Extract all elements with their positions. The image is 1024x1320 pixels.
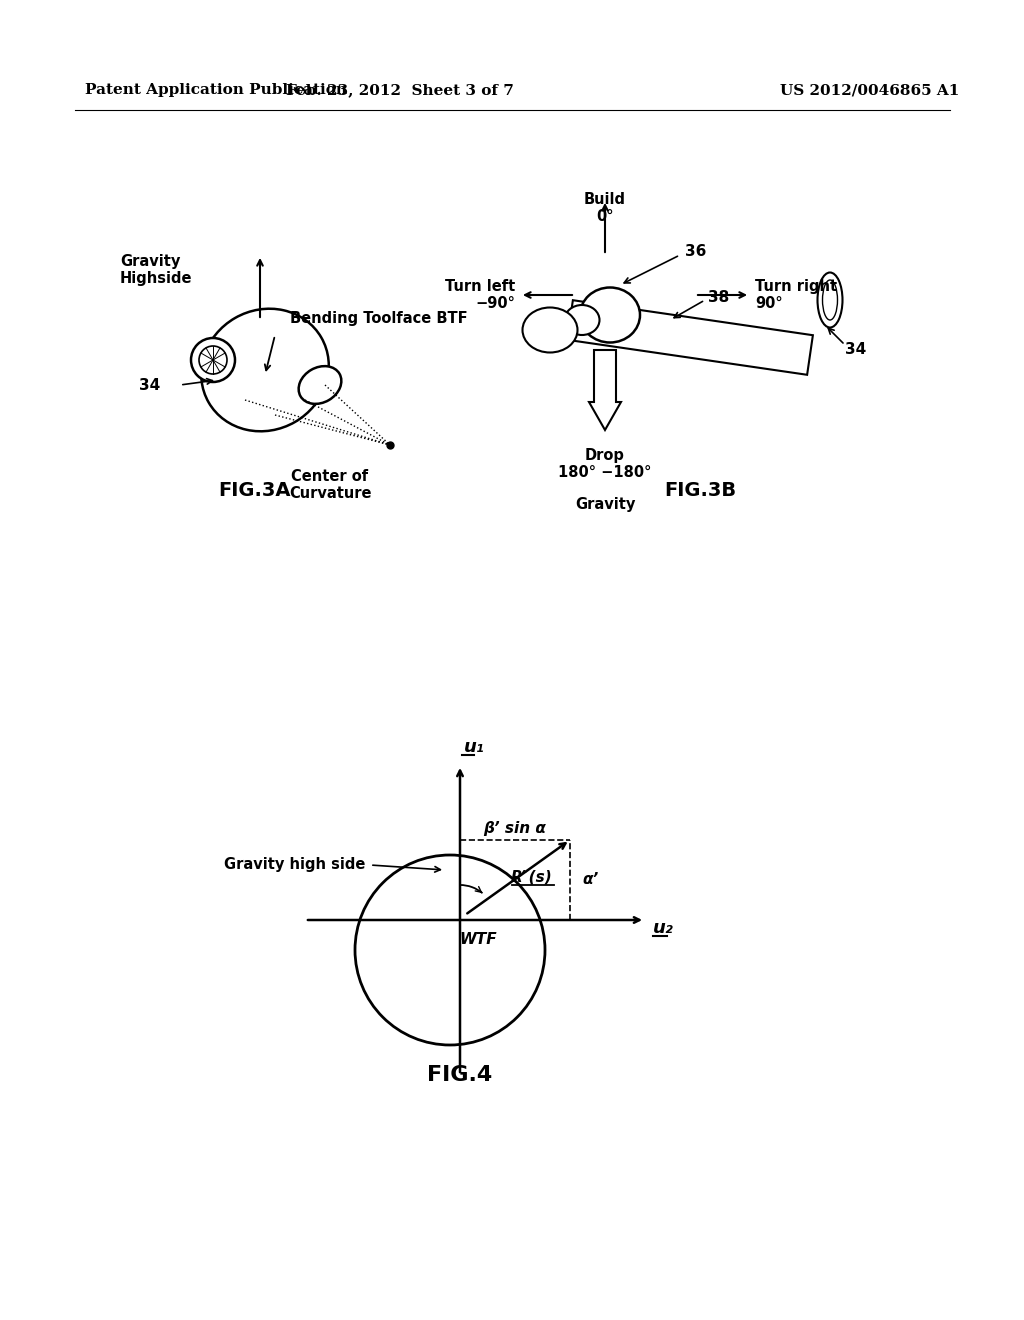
Text: α’: α’ — [582, 873, 598, 887]
Text: Gravity high side: Gravity high side — [223, 858, 365, 873]
FancyArrow shape — [589, 350, 621, 430]
Text: Gravity
Highside: Gravity Highside — [120, 253, 193, 286]
Text: 38: 38 — [708, 290, 729, 305]
Text: Feb. 23, 2012  Sheet 3 of 7: Feb. 23, 2012 Sheet 3 of 7 — [286, 83, 514, 96]
Text: Patent Application Publication: Patent Application Publication — [85, 83, 347, 96]
Text: u₂: u₂ — [653, 919, 674, 937]
Text: Build
0°: Build 0° — [584, 191, 626, 224]
Ellipse shape — [822, 280, 838, 319]
Text: Drop
180° −180°: Drop 180° −180° — [558, 447, 651, 480]
Circle shape — [199, 346, 227, 374]
Ellipse shape — [299, 366, 341, 404]
Text: Gravity: Gravity — [574, 498, 635, 512]
Circle shape — [355, 855, 545, 1045]
Text: Turn left
−90°: Turn left −90° — [444, 279, 515, 312]
Ellipse shape — [580, 288, 640, 342]
Text: Center of
Curvature: Center of Curvature — [289, 469, 372, 502]
Text: US 2012/0046865 A1: US 2012/0046865 A1 — [780, 83, 959, 96]
Ellipse shape — [564, 305, 599, 335]
Ellipse shape — [522, 308, 578, 352]
Text: β’ sin α: β’ sin α — [483, 821, 547, 836]
Text: u₁: u₁ — [464, 738, 484, 756]
Text: 36: 36 — [685, 244, 707, 260]
FancyArrow shape — [567, 300, 813, 375]
Text: 34: 34 — [138, 378, 160, 392]
Text: FIG.3A: FIG.3A — [219, 480, 291, 499]
Text: WTF: WTF — [459, 932, 497, 948]
Text: R″(s): R″(s) — [511, 870, 553, 884]
Text: Bending Toolface BTF: Bending Toolface BTF — [290, 310, 468, 326]
Ellipse shape — [201, 309, 329, 432]
Text: 34: 34 — [845, 342, 866, 358]
Circle shape — [191, 338, 234, 381]
Text: FIG.4: FIG.4 — [427, 1065, 493, 1085]
Ellipse shape — [817, 272, 843, 327]
Text: FIG.3B: FIG.3B — [664, 480, 736, 499]
Text: Turn right
90°: Turn right 90° — [755, 279, 838, 312]
